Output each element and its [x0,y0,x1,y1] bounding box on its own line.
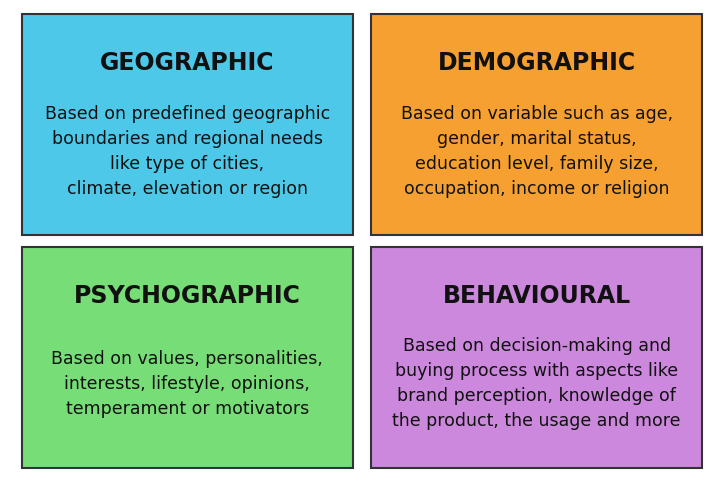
Text: BEHAVIOURAL: BEHAVIOURAL [442,283,631,308]
Text: GEOGRAPHIC: GEOGRAPHIC [100,51,274,75]
Text: Based on variable such as age,
gender, marital status,
education level, family s: Based on variable such as age, gender, m… [400,105,673,198]
FancyBboxPatch shape [371,14,702,235]
Text: DEMOGRAPHIC: DEMOGRAPHIC [437,51,636,75]
FancyBboxPatch shape [371,247,702,468]
Text: Based on predefined geographic
boundaries and regional needs
like type of cities: Based on predefined geographic boundarie… [45,105,330,198]
FancyBboxPatch shape [22,247,353,468]
Text: Based on values, personalities,
interests, lifestyle, opinions,
temperament or m: Based on values, personalities, interest… [51,350,324,418]
Text: Based on decision-making and
buying process with aspects like
brand perception, : Based on decision-making and buying proc… [392,337,681,430]
Text: PSYCHOGRAPHIC: PSYCHOGRAPHIC [74,283,300,308]
FancyBboxPatch shape [22,14,353,235]
